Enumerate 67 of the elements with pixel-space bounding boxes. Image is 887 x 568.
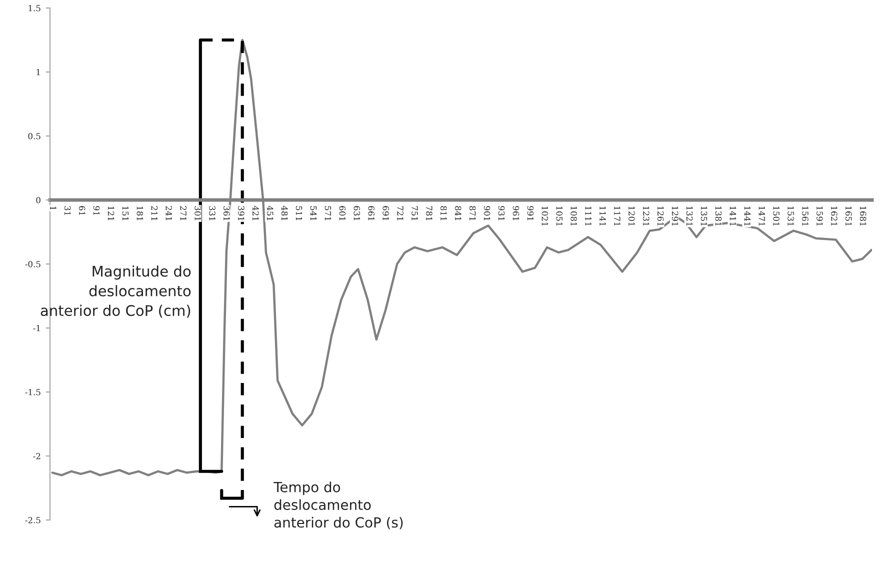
x-tick-label: 781 — [426, 206, 432, 220]
y-tick-label: -1 — [33, 324, 40, 332]
x-tick-label: 1471 — [758, 206, 765, 226]
x-tick-label: 541 — [310, 206, 317, 220]
x-tick-label: 691 — [382, 206, 389, 220]
x-tick-label: 241 — [166, 206, 172, 220]
x-tick-label: 1531 — [788, 206, 794, 226]
y-tick-label: -0.5 — [25, 260, 40, 268]
x-tick-label: 451 — [266, 206, 274, 220]
x-tick-label: 301 — [194, 206, 201, 220]
x-tick-label: 1051 — [556, 206, 563, 226]
x-tick-label: 1591 — [816, 206, 823, 226]
annotation: Magnitude do deslocamento anterior do CoP (cm) — [40, 265, 191, 318]
x-tick-label: 421 — [252, 206, 259, 220]
x-tick-label: 1411 — [730, 206, 736, 226]
x-tick-label: 151 — [122, 206, 129, 220]
x-tick-label: 271 — [180, 206, 186, 220]
x-tick-label: 1681 — [860, 206, 866, 226]
x-tick-label: 31 — [64, 206, 71, 215]
x-tick-label: 751 — [412, 206, 418, 220]
x-tick-label: 1 — [50, 206, 56, 210]
annotation: Tempo do deslocamento anterior do CoP (s) — [274, 482, 403, 530]
x-tick-label: 1141 — [600, 206, 606, 226]
x-tick-label: 1351 — [700, 206, 708, 226]
y-tick-label: 1 — [36, 68, 40, 76]
x-tick-label: 1561 — [802, 206, 808, 226]
y-tick-label: 0 — [36, 196, 40, 204]
x-tick-label: 721 — [397, 206, 404, 220]
x-tick-label: 1651 — [845, 206, 852, 226]
x-tick-label: 871 — [469, 206, 476, 220]
x-tick-label: 1441 — [744, 206, 751, 226]
x-tick-label: 841 — [454, 206, 462, 220]
x-tick-label: 601 — [339, 206, 346, 220]
x-tick-label: 181 — [136, 206, 144, 220]
x-tick-label: 121 — [108, 206, 114, 220]
x-tick-label: 61 — [78, 206, 86, 215]
x-tick-label: 91 — [93, 206, 100, 215]
x-tick-label: 331 — [209, 206, 216, 220]
x-tick-label: 1111 — [585, 206, 592, 226]
x-tick-label: 1621 — [831, 206, 838, 226]
x-tick-label: 1501 — [773, 206, 780, 226]
x-tick-label: 901 — [484, 206, 490, 220]
y-tick-label: -2 — [33, 452, 40, 460]
x-tick-label: 511 — [296, 206, 302, 220]
y-tick-label: 1.5 — [28, 4, 40, 12]
x-tick-label: 1081 — [570, 206, 577, 226]
y-tick-label: 0.5 — [28, 132, 40, 140]
x-tick-label: 1321 — [686, 206, 693, 226]
y-tick-label: -2.5 — [25, 516, 40, 524]
x-tick-label: 361 — [224, 206, 230, 220]
x-tick-label: 1021 — [542, 206, 548, 226]
x-tick-label: 1231 — [642, 206, 650, 226]
x-tick-label: 391 — [238, 206, 244, 220]
x-tick-label: 571 — [324, 206, 332, 220]
y-tick-label: -1.5 — [25, 388, 40, 396]
x-tick-label: 1201 — [628, 206, 635, 226]
x-tick-label: 1261 — [657, 206, 664, 226]
x-tick-label: 481 — [281, 206, 288, 220]
x-tick-label: 661 — [368, 206, 374, 220]
x-tick-label: 631 — [354, 206, 360, 220]
x-tick-label: 991 — [527, 206, 534, 220]
x-tick-label: 1381 — [715, 206, 722, 226]
x-tick-label: 931 — [498, 206, 505, 220]
x-tick-label: 1171 — [614, 206, 620, 226]
x-tick-label: 961 — [512, 206, 520, 220]
x-tick-label: 211 — [151, 206, 158, 220]
x-tick-label: 811 — [440, 206, 447, 220]
